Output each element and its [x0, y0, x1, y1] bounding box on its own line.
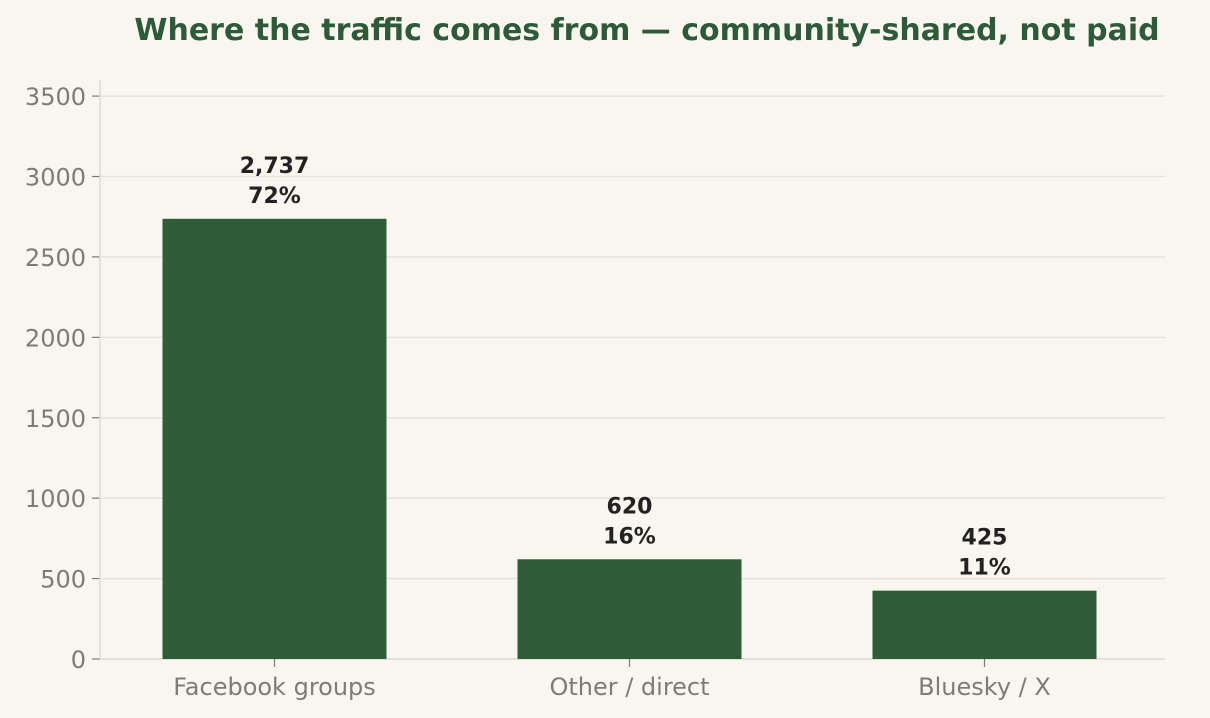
- bar: [872, 590, 1097, 659]
- x-tick-label: Bluesky / X: [918, 673, 1051, 701]
- y-tick-label: 3500: [25, 83, 86, 111]
- data-labels: 2,737 72% 620 16% 425 11%: [240, 154, 1011, 581]
- y-tick-label: 0: [71, 646, 86, 674]
- bar: [517, 559, 742, 659]
- bar: [162, 218, 387, 659]
- value-label: 425: [962, 526, 1008, 551]
- y-tick-label: 2500: [25, 244, 86, 272]
- y-tick-label: 3000: [25, 164, 86, 192]
- percent-label: 72%: [248, 184, 301, 209]
- x-tick-label: Facebook groups: [173, 673, 376, 701]
- y-tick-label: 1000: [25, 485, 86, 513]
- percent-label: 11%: [958, 556, 1011, 581]
- percent-label: 16%: [603, 524, 656, 549]
- value-label: 2,737: [240, 154, 310, 179]
- axes: 0 500 1000 1500 2000 2500 3000 3500 Facebook gro…: [25, 80, 1165, 701]
- y-tick-label: 2000: [25, 324, 86, 352]
- y-tick-label: 1500: [25, 405, 86, 433]
- bars: [162, 218, 1097, 659]
- x-tick-label: Other / direct: [549, 673, 709, 701]
- y-tick-label: 500: [40, 566, 86, 594]
- value-label: 620: [607, 494, 653, 519]
- chart-title: Where the traffic comes from — community…: [134, 13, 1159, 48]
